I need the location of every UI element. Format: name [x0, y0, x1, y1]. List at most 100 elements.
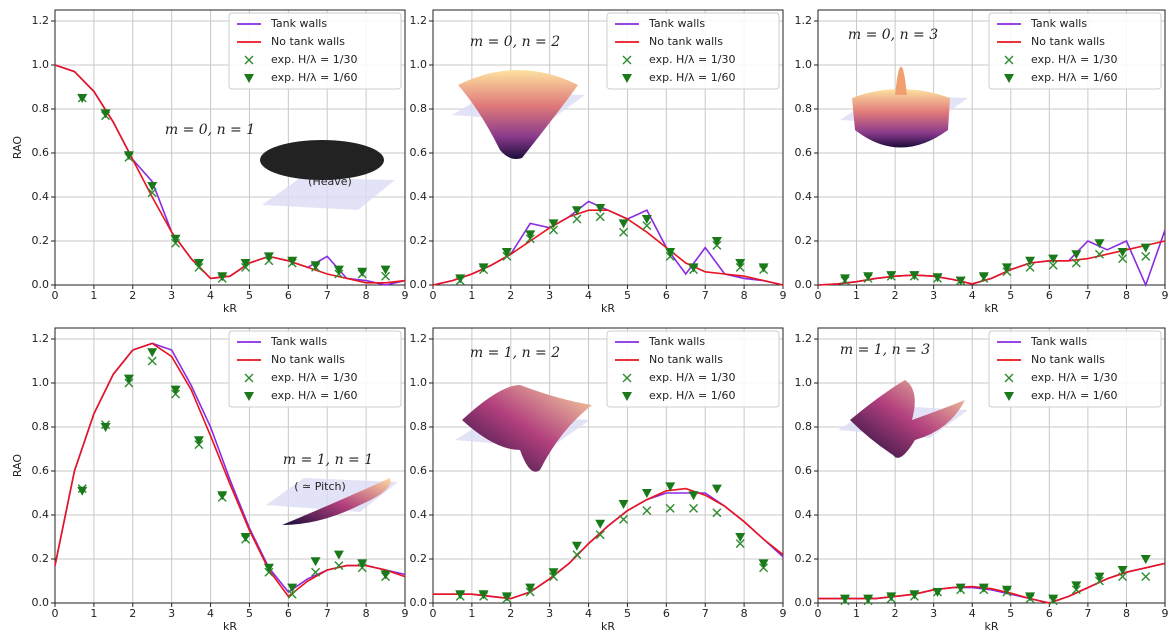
x-tick-label: 5 [246, 289, 253, 302]
x-tick-label: 9 [1162, 289, 1169, 302]
surface-inset [458, 70, 578, 159]
annotation: m = 1, n = 1 [283, 452, 373, 468]
y-tick-label: 1.2 [410, 332, 428, 345]
x-tick-label: 3 [168, 607, 175, 620]
legend-label: exp. H/λ = 1/30 [649, 53, 735, 66]
triangle-marker [100, 109, 111, 119]
x-tick-label: 0 [430, 289, 437, 302]
triangle-marker [1001, 585, 1012, 595]
plot-frame [817, 327, 1166, 604]
x-tick-label: 3 [546, 289, 553, 302]
triangle-marker [525, 583, 536, 593]
x-marker [665, 503, 675, 513]
triangle-marker [839, 594, 850, 604]
x-tick-label: 8 [363, 607, 370, 620]
y-tick-label: 0.2 [32, 234, 50, 247]
annotation: m = 1, n = 2 [470, 345, 560, 361]
legend-label: No tank walls [271, 35, 345, 48]
inset [452, 70, 585, 159]
legend-label: Tank walls [648, 335, 705, 348]
triangle-marker [357, 559, 368, 569]
triangle-marker [147, 348, 158, 358]
y-tick-label: 0.0 [410, 596, 428, 609]
triangle-marker [310, 261, 321, 271]
surface-plane [266, 478, 398, 512]
x-tick-label: 6 [663, 607, 670, 620]
legend-label: No tank walls [271, 353, 345, 366]
triangle-marker [886, 271, 897, 281]
inset [260, 140, 395, 210]
plot-frame [54, 9, 406, 286]
triangle-marker [123, 374, 134, 384]
triangle-marker [978, 583, 989, 593]
triangle-marker [711, 237, 722, 246]
x-tick-label: 9 [402, 289, 409, 302]
x-tick-label: 4 [969, 289, 976, 302]
x-tick-label: 1 [853, 289, 860, 302]
y-tick-label: 1.0 [32, 376, 50, 389]
triangle-marker [932, 588, 943, 597]
triangle-marker [909, 590, 920, 600]
x-tick-label: 1 [468, 289, 475, 302]
triangle-marker [1094, 239, 1105, 249]
triangle-marker [665, 248, 676, 257]
x-tick-label: 2 [892, 607, 899, 620]
legend-box [228, 12, 402, 90]
triangle-marker [455, 274, 466, 284]
surface-inset [850, 380, 965, 458]
triangle-marker [1071, 250, 1082, 260]
y-tick-label: 0.8 [795, 420, 813, 433]
legend: Tank walls No tank walls exp. H/λ = 1/30 ex… [988, 12, 1162, 90]
legend-label: exp. H/λ = 1/60 [1031, 389, 1117, 402]
surface-plane [262, 178, 395, 210]
legend-swatch [1004, 392, 1014, 401]
x-tick-label: 5 [624, 289, 631, 302]
inset [840, 66, 968, 148]
x-tick-label: 1 [90, 607, 97, 620]
triangle-marker [1094, 572, 1105, 582]
x-tick-label: 0 [430, 607, 437, 620]
series-line [818, 562, 1166, 604]
x-tick-label: 9 [402, 607, 409, 620]
triangle-marker [688, 263, 699, 273]
series-line [433, 487, 784, 600]
subplot: 0 1 2 3 4 5 6 7 8 9 0.0 0.2 0.4 0.6 0.8 1.0 1.2 kR m = 1, … [795, 327, 1169, 633]
x-marker [381, 271, 391, 281]
x-marker [689, 503, 699, 513]
x-tick-label: 9 [1162, 607, 1169, 620]
y-tick-label: 1.0 [410, 376, 428, 389]
y-tick-label: 0.6 [795, 464, 813, 477]
x-tick-label: 9 [780, 607, 787, 620]
y-tick-label: 0.0 [410, 278, 428, 291]
triangle-marker [478, 263, 489, 273]
legend-label: Tank walls [270, 17, 327, 30]
y-tick-label: 0.4 [32, 190, 50, 203]
triangle-marker [240, 259, 251, 268]
y-tick-label: 1.2 [410, 14, 428, 27]
x-marker [642, 506, 652, 516]
triangle-marker [1140, 243, 1151, 253]
series-line [817, 240, 1166, 286]
legend-label: No tank walls [649, 35, 723, 48]
triangle-marker [357, 267, 368, 277]
triangle-marker [955, 276, 966, 286]
triangle-marker [525, 230, 536, 240]
triangle-marker [735, 533, 746, 542]
legend-label: exp. H/λ = 1/30 [271, 371, 357, 384]
x-marker [595, 530, 605, 540]
triangle-marker [571, 541, 582, 551]
legend-label: exp. H/λ = 1/30 [649, 371, 735, 384]
y-tick-label: 1.2 [32, 332, 50, 345]
y-tick-label: 0.4 [795, 508, 813, 521]
triangle-marker [1140, 555, 1151, 564]
triangle-marker [909, 271, 920, 281]
legend-label: No tank walls [649, 353, 723, 366]
legend-swatch [1004, 373, 1014, 383]
x-tick-label: 4 [207, 607, 214, 620]
y-tick-label: 0.0 [32, 596, 50, 609]
surface-inset [895, 66, 907, 95]
triangle-marker [641, 489, 652, 498]
triangle-marker [333, 265, 344, 275]
triangle-marker [735, 259, 746, 268]
